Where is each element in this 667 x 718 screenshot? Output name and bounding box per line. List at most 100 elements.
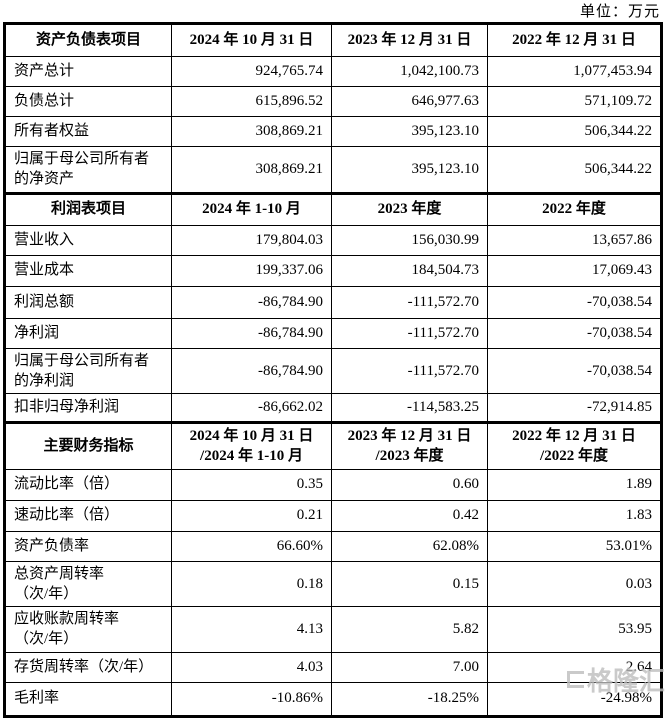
cell-value: 4.03: [171, 651, 332, 683]
table-row-operating-revenue: 营业收入 179,804.03 156,030.99 13,657.86: [4, 224, 662, 256]
row-label: 资产负债率: [4, 530, 172, 562]
row-label: 负债总计: [4, 86, 172, 117]
cell-value: 924,765.74: [171, 56, 332, 87]
row-label: 存货周转率（次/年）: [4, 651, 172, 683]
cell-value: 395,123.10: [331, 146, 488, 194]
table-row-gross-margin: 毛利率 -10.86% -18.25% -24.98%: [4, 681, 662, 717]
row-label: 归属于母公司所有者 的净资产: [4, 146, 172, 194]
table-row-total-liabilities: 负债总计 615,896.52 646,977.63 571,109.72: [4, 86, 662, 117]
column-header: 2024 年 10 月 31 日: [171, 23, 332, 57]
cell-value: -70,038.54: [487, 317, 662, 349]
cell-value: -86,662.02: [171, 393, 332, 423]
table-row-current-ratio: 流动比率（倍） 0.35 0.60 1.89: [4, 468, 662, 501]
row-label: 毛利率: [4, 681, 172, 717]
cell-value: 308,869.21: [171, 116, 332, 147]
cell-value: -72,914.85: [487, 393, 662, 423]
table-row-receivables-turnover: 应收账款周转率 （次/年） 4.13 5.82 53.95: [4, 606, 662, 653]
table-row-debt-to-asset-ratio: 资产负债率 66.60% 62.08% 53.01%: [4, 530, 662, 562]
row-label: 总资产周转率 （次/年）: [4, 560, 172, 607]
cell-value: 0.03: [487, 560, 662, 607]
row-label: 应收账款周转率 （次/年）: [4, 606, 172, 653]
row-label: 所有者权益: [4, 116, 172, 147]
column-header: 2023 年 12 月 31 日: [331, 23, 488, 57]
cell-value: 0.18: [171, 560, 332, 607]
cell-value: 1,077,453.94: [487, 56, 662, 87]
cell-value: 1,042,100.73: [331, 56, 488, 87]
cell-value: 646,977.63: [331, 86, 488, 117]
column-header: 2024 年 10 月 31 日 /2024 年 1-10 月: [171, 421, 332, 470]
cell-value: 0.21: [171, 499, 332, 532]
column-header: 2023 年度: [331, 191, 488, 226]
cell-value: -10.86%: [171, 681, 332, 717]
cell-value: 17,069.43: [487, 254, 662, 287]
row-label: 营业收入: [4, 224, 172, 256]
table-row-inventory-turnover: 存货周转率（次/年） 4.03 7.00 2.64: [4, 651, 662, 683]
row-label: 归属于母公司所有者 的净利润: [4, 347, 172, 394]
table-row-quick-ratio: 速动比率（倍） 0.21 0.42 1.83: [4, 499, 662, 532]
section-header-row-key-indicators: 主要财务指标 2024 年 10 月 31 日 /2024 年 1-10 月 2…: [4, 421, 662, 470]
section-title: 资产负债表项目: [4, 23, 172, 57]
cell-value: -24.98%: [487, 681, 662, 717]
cell-value: 5.82: [331, 606, 488, 653]
cell-value: -114,583.25: [331, 393, 488, 423]
column-header: 2022 年 12 月 31 日: [487, 23, 662, 57]
cell-value: -86,784.90: [171, 347, 332, 394]
row-label: 净利润: [4, 317, 172, 349]
cell-value: 2.64: [487, 651, 662, 683]
cell-value: 0.60: [331, 468, 488, 501]
row-label: 流动比率（倍）: [4, 468, 172, 501]
cell-value: -18.25%: [331, 681, 488, 717]
column-header: 2023 年 12 月 31 日 /2023 年度: [331, 421, 488, 470]
cell-value: 1.89: [487, 468, 662, 501]
cell-value: 0.42: [331, 499, 488, 532]
column-header: 2024 年 1-10 月: [171, 191, 332, 226]
cell-value: -86,784.90: [171, 285, 332, 319]
cell-value: 0.35: [171, 468, 332, 501]
cell-value: 13,657.86: [487, 224, 662, 256]
cell-value: 184,504.73: [331, 254, 488, 287]
section-header-row-balance-sheet: 资产负债表项目 2024 年 10 月 31 日 2023 年 12 月 31 …: [4, 23, 662, 57]
table-row-net-profit-parent: 归属于母公司所有者 的净利润 -86,784.90 -111,572.70 -7…: [4, 347, 662, 394]
unit-label: 单位：万元: [579, 4, 660, 20]
cell-value: 1.83: [487, 499, 662, 532]
table-row-net-assets-parent: 归属于母公司所有者 的净资产 308,869.21 395,123.10 506…: [4, 146, 662, 194]
row-label: 营业成本: [4, 254, 172, 287]
cell-value: 4.13: [171, 606, 332, 653]
cell-value: 395,123.10: [331, 116, 488, 147]
cell-value: 66.60%: [171, 530, 332, 562]
cell-value: 615,896.52: [171, 86, 332, 117]
table-row-total-asset-turnover: 总资产周转率 （次/年） 0.18 0.15 0.03: [4, 560, 662, 607]
cell-value: 506,344.22: [487, 146, 662, 194]
section-header-row-income-statement: 利润表项目 2024 年 1-10 月 2023 年度 2022 年度: [4, 191, 662, 226]
row-label: 利润总额: [4, 285, 172, 319]
section-title: 利润表项目: [4, 191, 172, 226]
table-row-owners-equity: 所有者权益 308,869.21 395,123.10 506,344.22: [4, 116, 662, 147]
cell-value: -70,038.54: [487, 347, 662, 394]
cell-value: -70,038.54: [487, 285, 662, 319]
cell-value: 7.00: [331, 651, 488, 683]
cell-value: -111,572.70: [331, 317, 488, 349]
row-label: 扣非归母净利润: [4, 393, 172, 423]
table-row-non-gaap-net-profit: 扣非归母净利润 -86,662.02 -114,583.25 -72,914.8…: [4, 393, 662, 423]
section-title: 主要财务指标: [4, 421, 172, 470]
cell-value: -86,784.90: [171, 317, 332, 349]
cell-value: -111,572.70: [331, 347, 488, 394]
table-row-total-assets: 资产总计 924,765.74 1,042,100.73 1,077,453.9…: [4, 56, 662, 87]
column-header: 2022 年 12 月 31 日 /2022 年度: [487, 421, 662, 470]
cell-value: 156,030.99: [331, 224, 488, 256]
cell-value: 179,804.03: [171, 224, 332, 256]
table-row-total-profit: 利润总额 -86,784.90 -111,572.70 -70,038.54: [4, 285, 662, 319]
cell-value: 571,109.72: [487, 86, 662, 117]
cell-value: -111,572.70: [331, 285, 488, 319]
row-label: 速动比率（倍）: [4, 499, 172, 532]
cell-value: 0.15: [331, 560, 488, 607]
financial-summary-table: 资产负债表项目 2024 年 10 月 31 日 2023 年 12 月 31 …: [3, 22, 663, 718]
cell-value: 53.01%: [487, 530, 662, 562]
cell-value: 308,869.21: [171, 146, 332, 194]
cell-value: 53.95: [487, 606, 662, 653]
table-row-operating-cost: 营业成本 199,337.06 184,504.73 17,069.43: [4, 254, 662, 287]
table-row-net-profit: 净利润 -86,784.90 -111,572.70 -70,038.54: [4, 317, 662, 349]
column-header: 2022 年度: [487, 191, 662, 226]
cell-value: 506,344.22: [487, 116, 662, 147]
cell-value: 199,337.06: [171, 254, 332, 287]
